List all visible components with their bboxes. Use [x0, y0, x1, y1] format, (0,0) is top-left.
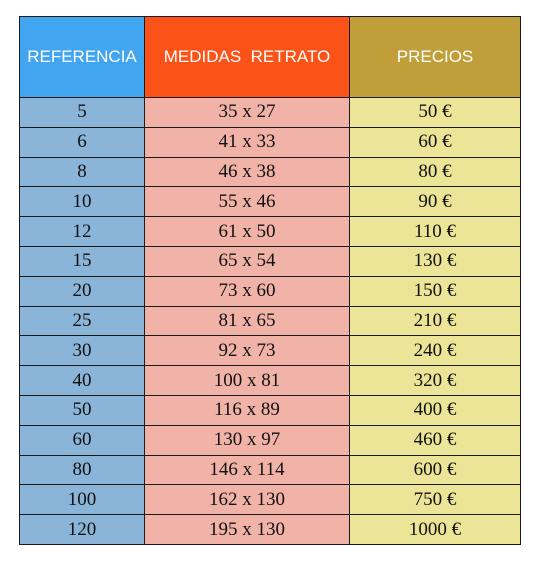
table-row: 10 55 x 46 90 €: [19, 186, 521, 218]
table-row: 50 116 x 89 400 €: [19, 394, 521, 426]
referencia-cell: 10: [19, 186, 145, 218]
precio-cell: 600 €: [349, 454, 521, 486]
referencia-cell: 100: [19, 484, 145, 516]
medidas-cell: 162 x 130: [144, 484, 350, 516]
header-row: REFERENCIA MEDIDAS RETRATO PRECIOS: [19, 16, 521, 98]
medidas-cell: 46 x 38: [144, 156, 350, 188]
medidas-cell: 130 x 97: [144, 424, 350, 456]
referencia-cell: 80: [19, 454, 145, 486]
medidas-cell: 116 x 89: [144, 394, 350, 426]
table-row: 15 65 x 54 130 €: [19, 245, 521, 277]
price-table: REFERENCIA MEDIDAS RETRATO PRECIOS 5 35 x…: [19, 16, 521, 545]
header-precios: PRECIOS: [349, 16, 521, 98]
referencia-cell: 15: [19, 245, 145, 277]
header-medidas-retrato: MEDIDAS RETRATO: [144, 16, 350, 98]
table-row: 8 46 x 38 80 €: [19, 156, 521, 188]
precio-cell: 240 €: [349, 335, 521, 367]
table-row: 5 35 x 27 50 €: [19, 97, 521, 128]
precio-cell: 320 €: [349, 365, 521, 396]
medidas-cell: 92 x 73: [144, 335, 350, 367]
table-row: 120 195 x 130 1000 €: [19, 514, 521, 545]
table-body: 5 35 x 27 50 €6 41 x 33 60 €8 46 x 38 80 €10 55…: [19, 97, 521, 545]
referencia-cell: 120: [19, 514, 145, 545]
medidas-cell: 35 x 27: [144, 97, 350, 128]
precio-cell: 210 €: [349, 305, 521, 337]
table-row: 80 146 x 114 600 €: [19, 454, 521, 486]
referencia-cell: 25: [19, 305, 145, 337]
medidas-cell: 81 x 65: [144, 305, 350, 337]
precio-cell: 80 €: [349, 156, 521, 188]
precio-cell: 460 €: [349, 424, 521, 456]
medidas-cell: 73 x 60: [144, 275, 350, 307]
table-row: 6 41 x 33 60 €: [19, 126, 521, 158]
referencia-cell: 40: [19, 365, 145, 396]
precio-cell: 1000 €: [349, 514, 521, 545]
medidas-cell: 100 x 81: [144, 365, 350, 396]
medidas-cell: 61 x 50: [144, 216, 350, 247]
referencia-cell: 6: [19, 126, 145, 158]
table-row: 12 61 x 50 110 €: [19, 216, 521, 247]
table-row: 100 162 x 130 750 €: [19, 484, 521, 516]
table-row: 20 73 x 60 150 €: [19, 275, 521, 307]
referencia-cell: 30: [19, 335, 145, 367]
precio-cell: 60 €: [349, 126, 521, 158]
referencia-cell: 5: [19, 97, 145, 128]
medidas-cell: 146 x 114: [144, 454, 350, 486]
referencia-cell: 60: [19, 424, 145, 456]
referencia-cell: 20: [19, 275, 145, 307]
medidas-cell: 195 x 130: [144, 514, 350, 545]
table-row: 30 92 x 73 240 €: [19, 335, 521, 367]
precio-cell: 750 €: [349, 484, 521, 516]
precio-cell: 110 €: [349, 216, 521, 247]
precio-cell: 50 €: [349, 97, 521, 128]
precio-cell: 150 €: [349, 275, 521, 307]
referencia-cell: 8: [19, 156, 145, 188]
precio-cell: 90 €: [349, 186, 521, 218]
table-header: REFERENCIA MEDIDAS RETRATO PRECIOS: [19, 16, 521, 98]
precio-cell: 130 €: [349, 245, 521, 277]
header-referencia: REFERENCIA: [19, 16, 145, 98]
referencia-cell: 50: [19, 394, 145, 426]
table-row: 60 130 x 97 460 €: [19, 424, 521, 456]
referencia-cell: 12: [19, 216, 145, 247]
medidas-cell: 41 x 33: [144, 126, 350, 158]
table-row: 25 81 x 65 210 €: [19, 305, 521, 337]
table-row: 40 100 x 81 320 €: [19, 365, 521, 396]
precio-cell: 400 €: [349, 394, 521, 426]
medidas-cell: 55 x 46: [144, 186, 350, 218]
medidas-cell: 65 x 54: [144, 245, 350, 277]
